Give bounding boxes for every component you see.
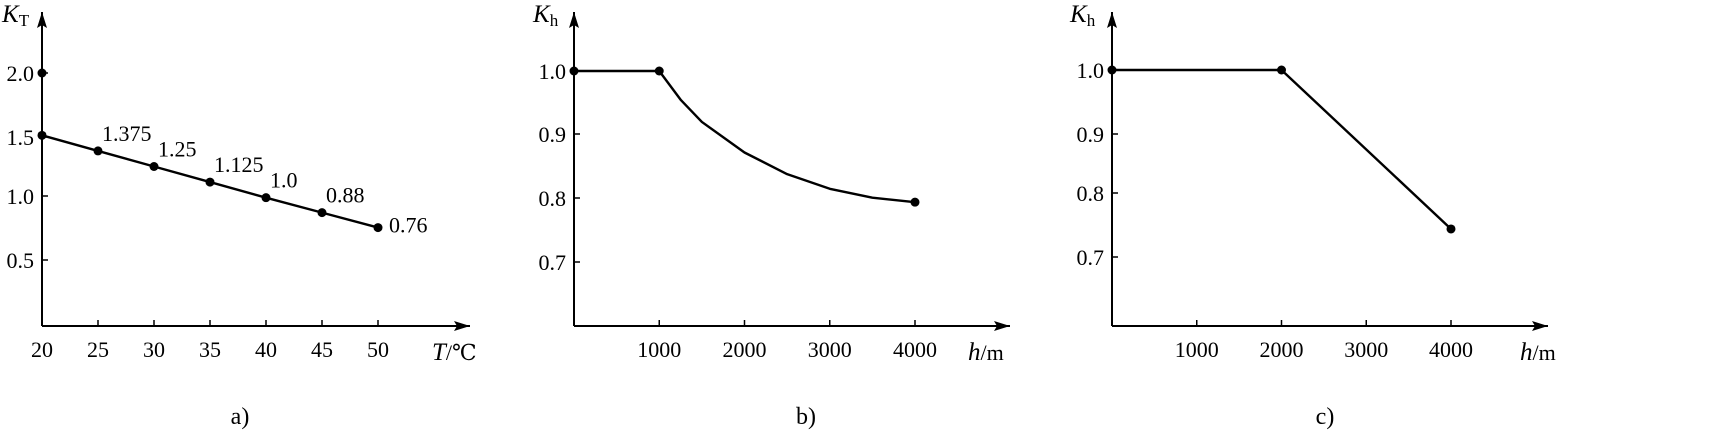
x-tick-label: 40 (255, 337, 277, 362)
panel-caption: c) (1316, 404, 1335, 430)
data-point (205, 177, 215, 187)
y-tick-label: 0.9 (1077, 122, 1105, 147)
y-axis-label: Kh (532, 1, 559, 30)
y-tick-label: 0.5 (7, 248, 35, 273)
x-axis-arrow-icon (1532, 321, 1548, 331)
data-label: 1.25 (158, 137, 197, 162)
y-axis-label-sub: h (1087, 11, 1096, 30)
y-axis-arrow-icon (37, 12, 47, 28)
x-axis-label-var: T (432, 339, 448, 366)
x-tick-label: 1000 (637, 337, 681, 362)
y-axis-label: KT (1, 1, 30, 30)
y-tick-label: 0.9 (539, 122, 567, 147)
y-axis-arrow-icon (1107, 12, 1117, 28)
x-tick-label: 25 (87, 337, 109, 362)
x-tick-label: 35 (199, 337, 221, 362)
y-tick-label: 1.0 (1077, 58, 1105, 83)
panel-caption: b) (796, 404, 816, 430)
y-tick-label: 1.0 (539, 59, 567, 84)
x-tick-label: 2000 (1260, 337, 1304, 362)
x-axis-label-unit: /℃ (446, 340, 477, 365)
x-tick-label: 20 (31, 337, 53, 362)
y-axis-label-sub: T (19, 11, 30, 30)
y-tick-label: 1.5 (7, 125, 35, 150)
x-tick-label: 30 (143, 337, 165, 362)
data-point (37, 68, 47, 78)
x-axis-label-var: h (1520, 339, 1533, 366)
y-axis-label: Kh (1069, 1, 1096, 30)
data-point (1277, 65, 1286, 75)
y-axis-label-main: K (1069, 1, 1088, 28)
x-tick-label: 50 (367, 337, 389, 362)
y-tick-label: 0.8 (539, 186, 567, 211)
data-label: 0.76 (389, 213, 428, 238)
y-axis-label-sub: h (550, 11, 559, 30)
y-tick-label: 2.0 (7, 61, 35, 86)
data-point (37, 130, 47, 140)
data-point (373, 223, 383, 233)
x-axis-label-unit: /m (1533, 340, 1556, 365)
data-point (569, 66, 579, 76)
x-axis-label-unit: /m (981, 340, 1004, 365)
x-axis-label: h/m (968, 339, 1004, 366)
y-tick-label: 0.8 (1077, 181, 1105, 206)
data-point (910, 197, 920, 207)
data-label: 0.88 (326, 183, 365, 208)
x-tick-label: 45 (311, 337, 333, 362)
x-tick-label: 4000 (893, 337, 937, 362)
series-line (574, 69, 916, 204)
series-line (1112, 68, 1452, 230)
x-tick-label: 1000 (1175, 337, 1219, 362)
data-label: 1.375 (102, 121, 152, 146)
y-tick-label: 1.0 (7, 184, 35, 209)
x-axis-arrow-icon (454, 321, 470, 331)
x-axis-label-var: h (968, 339, 981, 366)
x-tick-label: 3000 (1344, 337, 1388, 362)
y-axis-label-main: K (1, 1, 20, 28)
data-label: 1.0 (270, 168, 298, 193)
x-axis-arrow-icon (994, 321, 1010, 331)
data-point (149, 162, 159, 171)
data-point (93, 146, 103, 156)
y-axis-label-main: K (532, 1, 551, 28)
x-tick-label: 3000 (808, 337, 852, 362)
data-point (261, 193, 271, 203)
panel-caption: a) (231, 404, 250, 430)
x-tick-label: 2000 (723, 337, 767, 362)
data-label: 1.125 (214, 152, 264, 177)
chart-panel-a: 0.51.01.52.020 25 30 35 40 45 50KTT/℃a)1.3751.… (1, 1, 477, 430)
x-axis-label: h/m (1520, 339, 1556, 366)
data-point (1107, 65, 1117, 75)
y-axis-arrow-icon (569, 12, 579, 28)
data-point (317, 208, 327, 218)
data-point (1446, 224, 1456, 234)
y-tick-label: 0.7 (1077, 245, 1105, 270)
x-tick-label: 4000 (1429, 337, 1473, 362)
x-axis-label: T/℃ (432, 339, 477, 366)
y-tick-label: 0.7 (539, 250, 567, 275)
data-point (654, 66, 664, 76)
